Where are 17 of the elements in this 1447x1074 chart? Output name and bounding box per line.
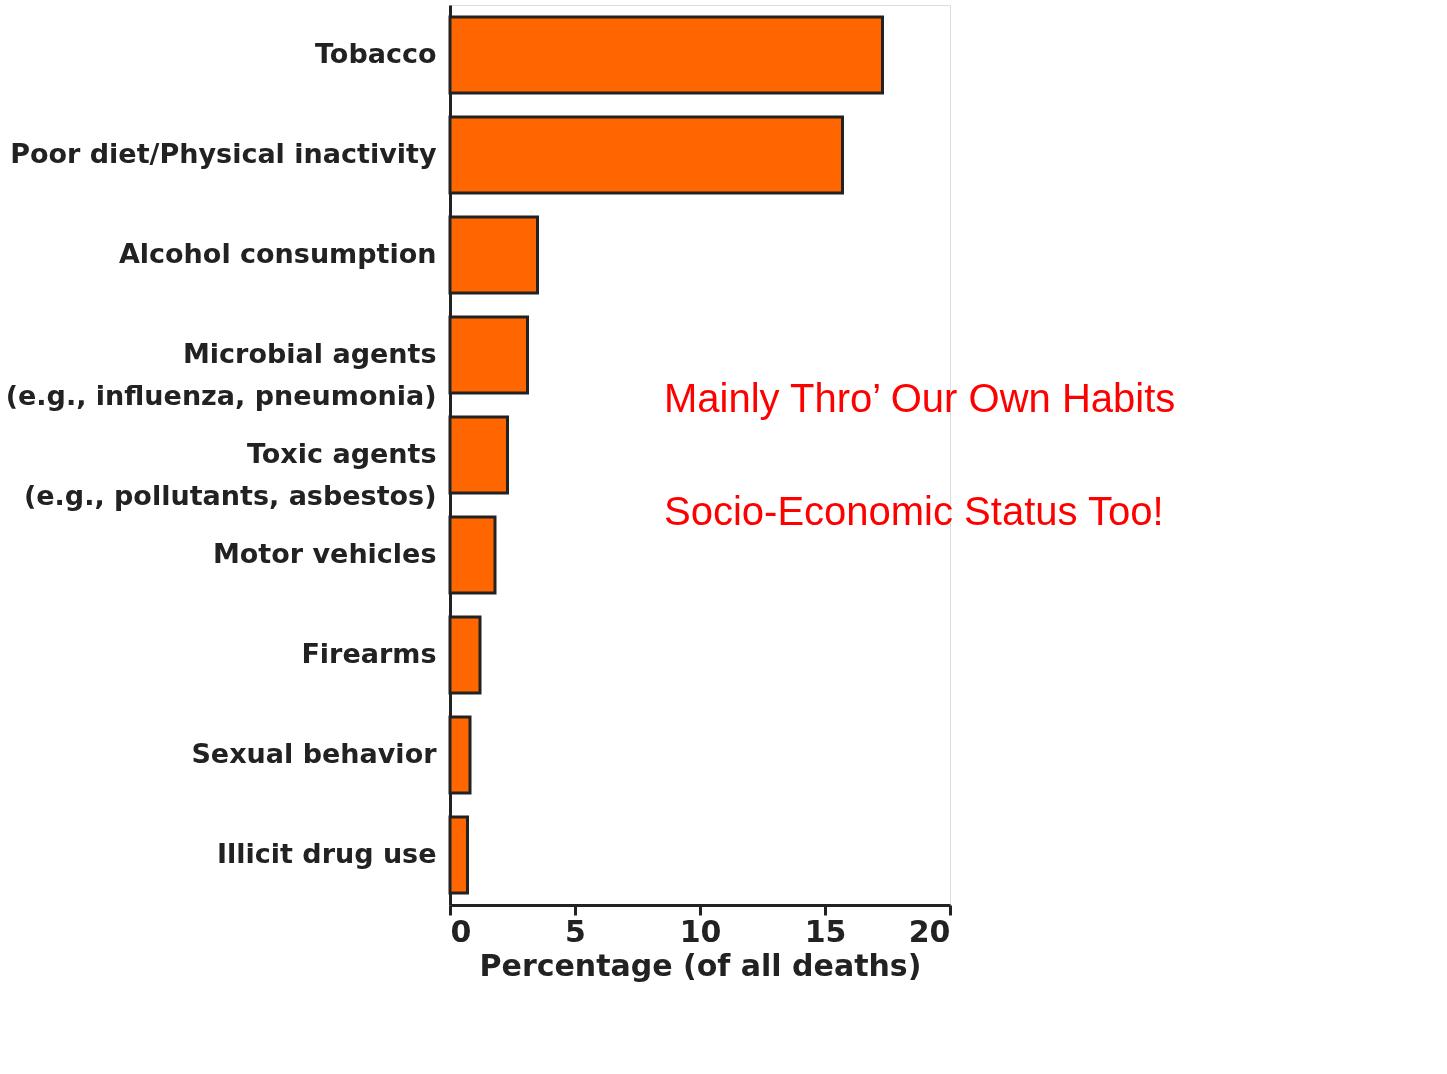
y-tick-label: Alcohol consumption xyxy=(118,238,437,269)
y-tick-label: Sexual behavior xyxy=(191,738,438,769)
y-tick-label: Tobacco xyxy=(315,38,437,69)
x-tick-label: 0 xyxy=(450,913,472,949)
x-tick-label: 20 xyxy=(908,913,951,949)
y-tick-label: Microbial agents (e.g., influenza, pneumonia) xyxy=(5,338,437,411)
y-tick-label: Poor diet/Physical inactivity xyxy=(10,138,437,169)
annotation: Socio-Economic Status Too! xyxy=(664,489,1164,533)
y-tick-label: Toxic agents (e.g., pollutants, asbestos) xyxy=(23,438,437,511)
y-tick-label: Illicit drug use xyxy=(216,838,437,869)
x-tick-label: 15 xyxy=(804,913,847,949)
y-tick-label: Motor vehicles xyxy=(212,538,437,569)
x-tick-label: 10 xyxy=(679,913,722,949)
y-tick-label: Firearms xyxy=(301,638,437,669)
x-axis-title: Percentage (of all deaths) xyxy=(479,947,922,983)
annotation: Mainly Thro’ Our Own Habits xyxy=(664,376,1176,420)
x-tick-label: 5 xyxy=(565,913,586,949)
